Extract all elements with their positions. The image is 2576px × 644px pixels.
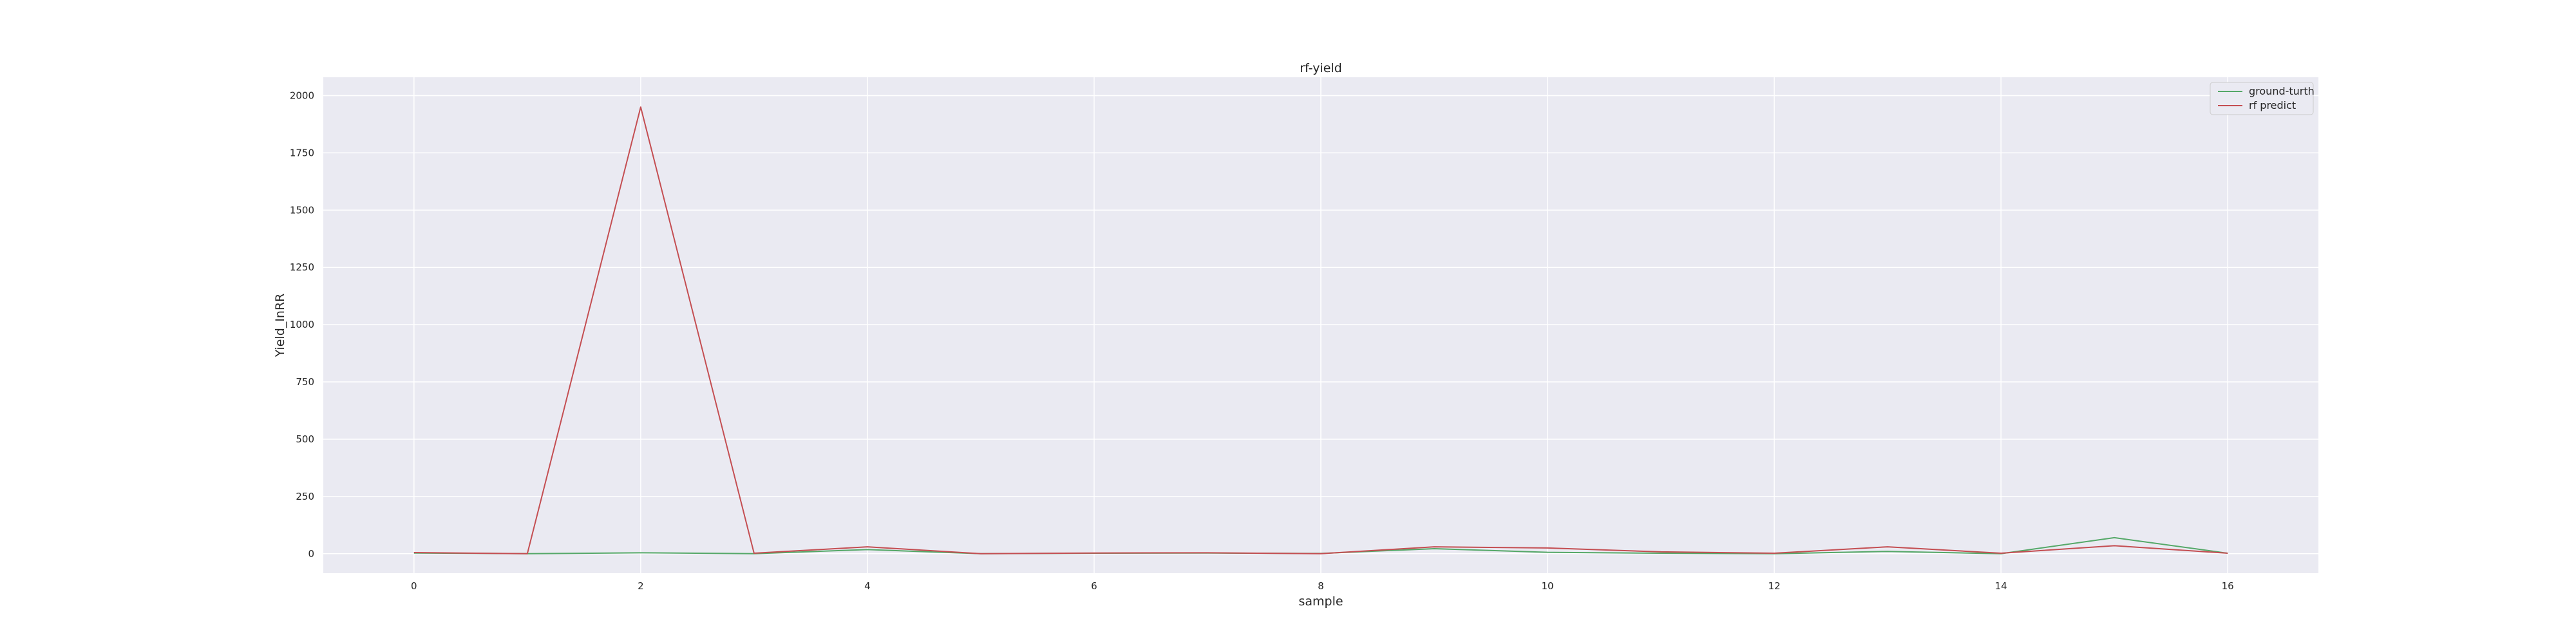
x-tick-label: 8: [1318, 580, 1324, 592]
x-tick-label: 0: [411, 580, 417, 592]
y-tick-label: 500: [296, 433, 314, 445]
y-tick-labels: 0 250 500 750 1000 1250 1500 1750 2000: [290, 90, 314, 559]
chart-title: rf-yield: [1300, 61, 1342, 75]
x-tick-label: 10: [1541, 580, 1553, 592]
y-tick-label: 1250: [290, 261, 314, 273]
y-tick-label: 0: [308, 548, 314, 560]
y-tick-label: 1750: [290, 147, 314, 158]
x-tick-label: 12: [1768, 580, 1781, 592]
series-line-rf-predict: [413, 106, 2228, 554]
x-tick-label: 14: [1995, 580, 2007, 592]
legend-label-ground-turth: ground-turth: [2249, 85, 2315, 97]
x-tick-label: 2: [638, 580, 644, 592]
y-tick-label: 250: [296, 491, 314, 502]
x-tick-label: 6: [1091, 580, 1097, 592]
x-tick-labels: 0 2 4 6 8 10 12 14 16: [411, 580, 2234, 592]
y-tick-label: 1000: [290, 319, 314, 330]
x-axis-label: sample: [1298, 594, 1343, 609]
series-layer: [413, 106, 2228, 554]
y-axis-label: Yield_InRR: [273, 294, 287, 358]
legend-box: [2210, 82, 2314, 115]
y-tick-label: 1500: [290, 204, 314, 216]
y-tick-label: 2000: [290, 90, 314, 101]
legend-label-rf-predict: rf predict: [2249, 99, 2296, 111]
y-tick-label: 750: [296, 376, 314, 388]
x-tick-label: 16: [2222, 580, 2234, 592]
legend: ground-turth rf predict: [2210, 82, 2315, 115]
x-tick-label: 4: [864, 580, 871, 592]
